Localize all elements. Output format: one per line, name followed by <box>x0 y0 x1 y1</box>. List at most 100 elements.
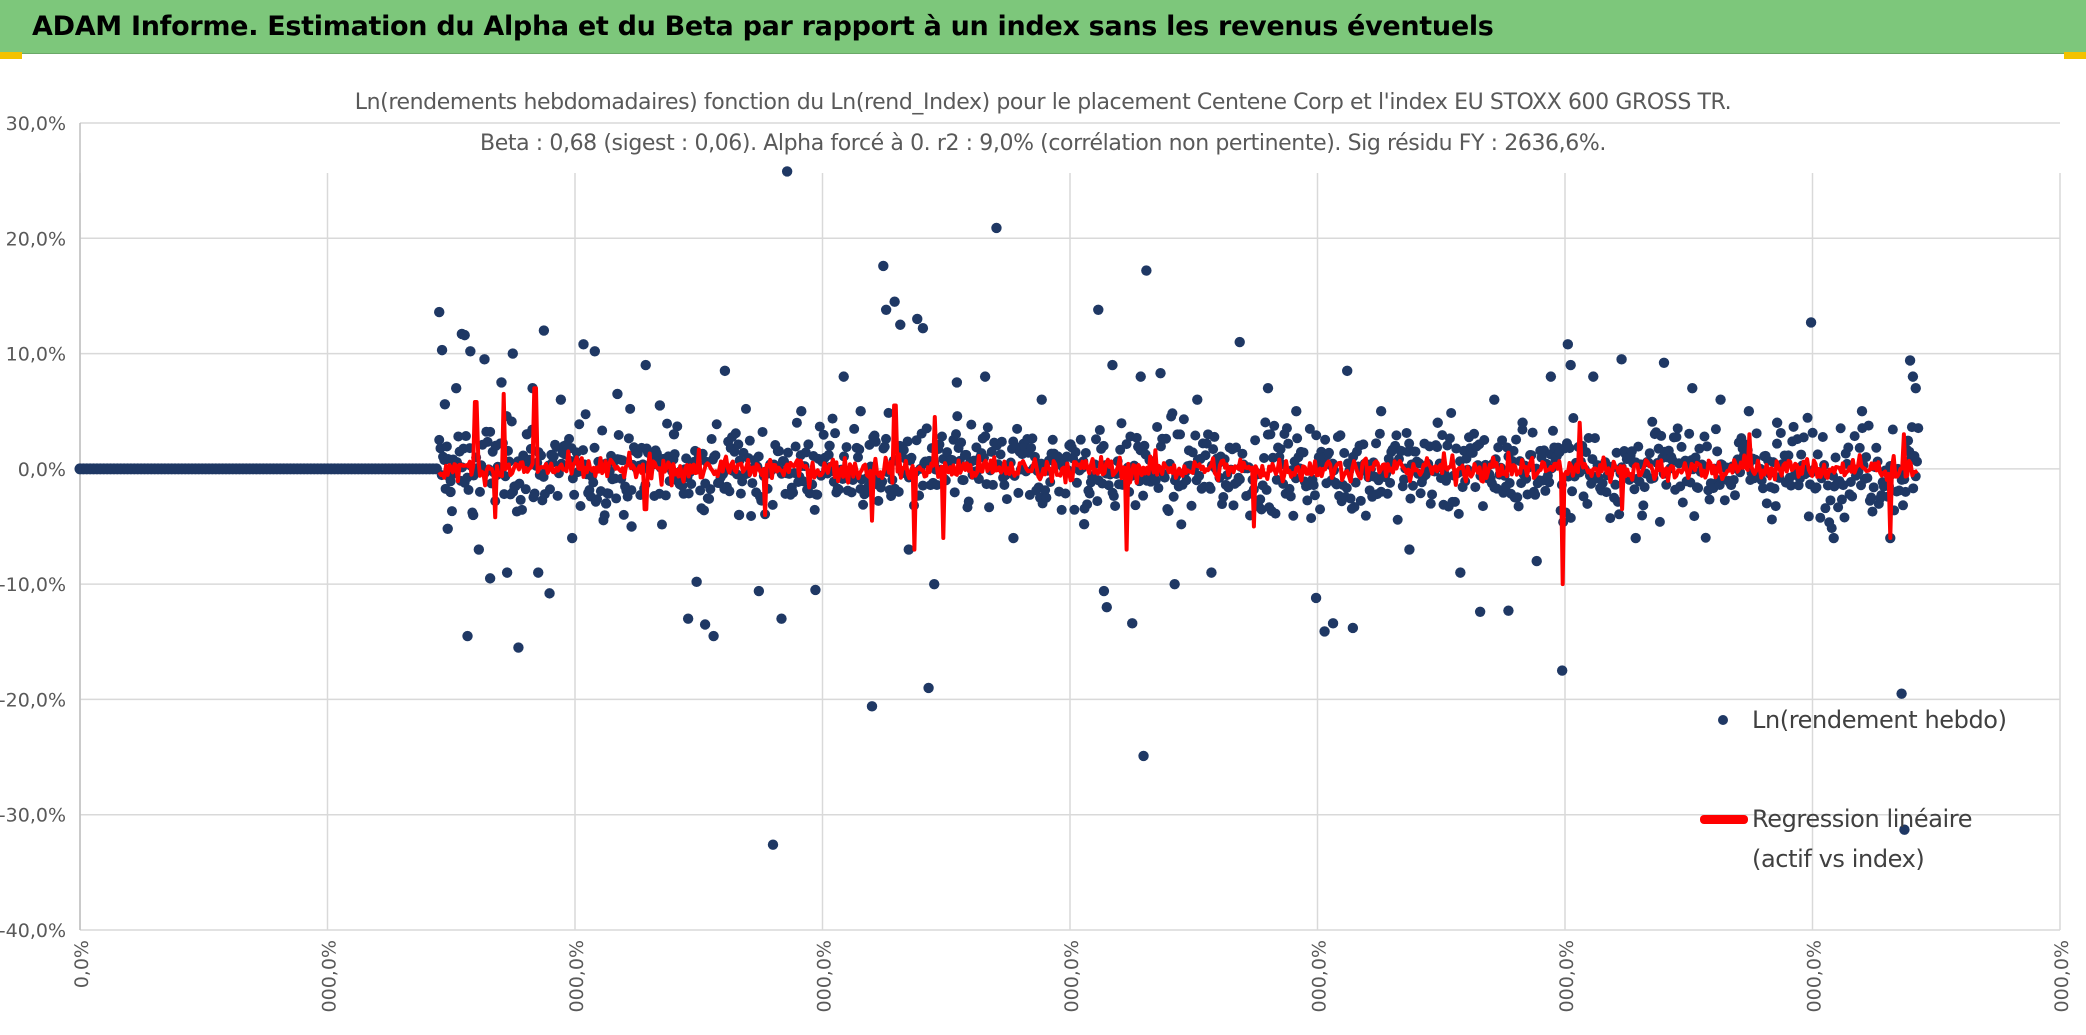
scatter-point <box>1815 512 1826 523</box>
scatter-point <box>548 451 559 462</box>
scatter-point <box>623 433 634 444</box>
scatter-point <box>1047 434 1058 445</box>
scatter-point <box>1544 477 1555 488</box>
scatter-point <box>1581 447 1592 458</box>
scatter-point <box>1432 442 1443 453</box>
scatter-point <box>1899 824 1910 835</box>
scatter-point <box>451 382 462 394</box>
scatter-point <box>1908 483 1919 494</box>
scatter-point <box>1699 431 1710 442</box>
scatter-point <box>1871 442 1882 453</box>
scatter-point <box>1311 430 1322 441</box>
scatter-point <box>1013 487 1024 498</box>
scatter-point <box>1228 500 1239 511</box>
scatter-point <box>1761 498 1772 509</box>
scatter-point <box>1130 500 1141 511</box>
scatter-point <box>704 493 715 504</box>
scatter-point <box>1802 412 1813 423</box>
scatter-point <box>669 449 680 460</box>
scatter-point <box>1513 501 1524 512</box>
scatter-point <box>740 403 751 414</box>
scatter-point <box>1898 500 1909 511</box>
scatter-point <box>1758 483 1768 494</box>
scatter-point <box>1497 435 1508 446</box>
y-tick-label: 30,0% <box>6 113 66 135</box>
scatter-point <box>695 485 706 496</box>
scatter-point <box>917 323 929 334</box>
scatter-point <box>1470 482 1481 493</box>
scatter-point <box>1677 497 1688 508</box>
scatter-point <box>1098 585 1110 597</box>
scatter-point <box>496 377 507 388</box>
scatter-point <box>617 455 628 466</box>
scatter-point <box>1449 496 1460 507</box>
scatter-point <box>698 505 709 516</box>
scatter-point <box>706 434 717 445</box>
scatter-point <box>1425 498 1436 509</box>
scatter-point <box>1288 510 1299 521</box>
scatter-point <box>569 489 580 500</box>
scatter-point <box>1107 359 1118 371</box>
scatter-point <box>1630 532 1641 544</box>
scatter-point <box>1687 382 1698 394</box>
scatter-point <box>1700 532 1711 543</box>
scatter-point <box>1427 489 1438 500</box>
scatter-point <box>533 567 544 578</box>
scatter-point <box>1304 423 1315 434</box>
scatter-point <box>1477 501 1488 512</box>
scatter-point <box>1275 444 1286 455</box>
scatter-point <box>1904 355 1916 366</box>
scatter-point <box>823 449 834 460</box>
scatter-point <box>796 406 807 417</box>
scatter-point <box>1629 484 1640 495</box>
scatter-point <box>1770 501 1781 512</box>
scatter-point <box>1588 371 1599 382</box>
scatter-point <box>1041 492 1052 503</box>
scatter-point <box>852 452 863 463</box>
scatter-point <box>921 423 932 434</box>
scatter-point <box>691 576 702 588</box>
scatter-point <box>1262 382 1274 394</box>
scatter-point <box>1080 447 1091 458</box>
scatter-point <box>1026 442 1037 453</box>
scatter-point <box>846 487 857 498</box>
scatter-point <box>1704 494 1715 505</box>
scatter-point <box>1578 491 1589 502</box>
report-banner: ADAM Informe. Estimation du Alpha et du … <box>0 0 2086 54</box>
y-tick-label: -20,0% <box>0 689 66 711</box>
scatter-point <box>1839 512 1850 523</box>
scatter-point <box>1788 421 1799 432</box>
scatter-point <box>1029 451 1040 462</box>
scatter-point <box>1339 448 1350 459</box>
scatter-point <box>1036 394 1047 405</box>
scatter-point <box>1469 428 1480 439</box>
scatter-point <box>1391 430 1402 441</box>
scatter-chart: 30,0% 20,0% 10,0% 0,0% -10,0% -20,0% -30,0% -40… <box>0 113 2073 1012</box>
scatter-point <box>1907 371 1919 382</box>
scatter-point <box>744 435 755 446</box>
scatter-point <box>465 346 476 357</box>
scatter-point <box>1597 478 1608 489</box>
scatter-point <box>1008 532 1019 544</box>
scatter-point <box>592 494 603 505</box>
scatter-point <box>1175 429 1186 440</box>
scatter-point <box>951 377 963 388</box>
scatter-point <box>1474 606 1486 618</box>
y-tick-label: -10,0% <box>0 574 66 596</box>
scatter-point <box>1103 480 1114 491</box>
x-tick-label: 000,0% <box>1556 940 1578 1012</box>
scatter-point <box>1218 491 1229 502</box>
banner-corner-left <box>0 52 22 59</box>
scatter-point <box>445 476 456 487</box>
scatter-point <box>1783 450 1794 461</box>
scatter-point <box>708 630 719 642</box>
scatter-point <box>719 365 731 377</box>
scatter-point <box>603 488 614 499</box>
scatter-point <box>1710 424 1721 435</box>
scatter-point <box>1176 519 1187 530</box>
scatter-point <box>1545 371 1557 382</box>
scatter-point <box>1209 431 1220 442</box>
scatter-point <box>1237 448 1248 459</box>
scatter-point <box>1131 432 1142 443</box>
scatter-point <box>1856 406 1868 417</box>
